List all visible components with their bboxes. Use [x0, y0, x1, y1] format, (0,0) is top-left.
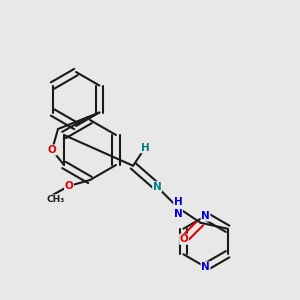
- Text: H: H: [141, 143, 149, 153]
- Text: N: N: [201, 262, 210, 272]
- Text: N: N: [153, 182, 161, 192]
- Text: O: O: [48, 145, 56, 155]
- Text: H
N: H N: [174, 197, 182, 218]
- Text: N: N: [201, 211, 210, 221]
- Text: O: O: [64, 181, 74, 191]
- Text: CH₃: CH₃: [46, 195, 64, 204]
- Text: O: O: [180, 234, 188, 244]
